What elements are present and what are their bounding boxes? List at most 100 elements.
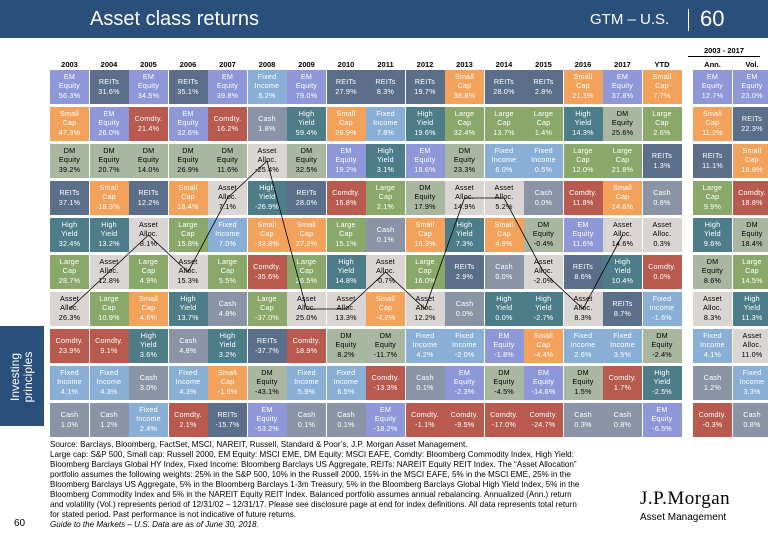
return-cell: Fixed Income 0.5%: [524, 144, 563, 178]
asset-class-label: Large: [138, 257, 159, 267]
return-cell: High Yield 3.2%: [208, 329, 247, 363]
return-cell: Large Cap 2.1%: [366, 181, 405, 215]
return-value: 8.1%: [139, 239, 158, 249]
return-cell: Fixed Income 4.3%: [168, 366, 208, 400]
asset-class-label: Large: [375, 183, 396, 193]
section-tab: Investing principles: [0, 326, 44, 426]
asset-class-label: Fixed: [455, 331, 474, 341]
asset-class-label: Large: [454, 109, 475, 119]
return-cell: Fixed Income -2.0%: [445, 329, 484, 363]
asset-class-label: Cash: [495, 261, 513, 271]
asset-class-label: High: [338, 257, 354, 267]
return-value: 1.2%: [703, 383, 722, 392]
return-value: 12.8%: [98, 276, 120, 286]
return-cell: Comdty. -0.3%: [693, 403, 732, 437]
asset-class-label: Equity: [295, 80, 318, 90]
asset-class-label: Asset: [99, 257, 119, 267]
asset-class-label: Cash: [218, 298, 237, 308]
return-cell: Fixed Income 6.0%: [484, 144, 524, 178]
return-value: 26.0%: [98, 128, 120, 138]
asset-class-label: Income: [412, 339, 438, 349]
return-value: 38.8%: [453, 91, 476, 101]
asset-class-label: Cap: [497, 228, 511, 238]
return-value: 0.0%: [455, 309, 474, 318]
asset-class-label: EM: [221, 72, 234, 82]
asset-class-label: DM: [706, 257, 719, 267]
asset-class-label: REITs: [741, 113, 763, 123]
return-value: 32.6%: [177, 128, 199, 138]
asset-class-label: High: [259, 183, 275, 193]
return-value: 18.4%: [741, 239, 763, 249]
asset-class-label: REITs: [414, 76, 436, 86]
asset-class-label: Comdty.: [134, 113, 163, 123]
asset-class-label: Equity: [493, 376, 515, 386]
return-value: -4.2%: [375, 313, 396, 323]
return-value: 4.1%: [60, 387, 79, 397]
return-cell: Small Cap -1.6%: [208, 366, 247, 400]
asset-class-label: Yield: [377, 154, 394, 164]
asset-class-label: Fixed: [742, 368, 762, 378]
asset-class-label: High: [456, 220, 473, 230]
source-footnote: Source: Barclays, Bloomberg, FactSet, MS…: [50, 440, 690, 530]
asset-class-label: DM: [616, 109, 629, 119]
asset-class-label: Equity: [177, 154, 199, 164]
column-header: 2005: [140, 60, 157, 69]
return-value: 15.3%: [177, 276, 199, 286]
return-cell: High Yield 3.6%: [129, 329, 168, 363]
asset-class-label: Cap: [339, 228, 353, 238]
return-cell: DM Equity 18.4%: [732, 218, 768, 252]
column-header: 2015: [535, 60, 552, 69]
return-value: 26.5%: [295, 276, 318, 286]
asset-class-label: Cash: [337, 409, 355, 419]
footnote-line: Large cap: S&P 500, Small cap: Russell 2…: [50, 450, 574, 459]
asset-class-label: Large: [217, 257, 238, 267]
asset-class-label: EM: [340, 146, 352, 156]
footnote-line: Guide to the Markets – U.S. Data are as …: [50, 520, 259, 529]
return-value: -6.5%: [652, 424, 672, 434]
return-cell: DM Equity 11.6%: [208, 144, 247, 178]
asset-class-label: REITs: [493, 76, 515, 86]
asset-class-label: Equity: [453, 376, 476, 386]
asset-class-label: Comdty.: [411, 409, 439, 419]
asset-class-label: Alloc.: [455, 191, 474, 201]
asset-class-label: Cap: [457, 80, 472, 90]
return-cell: Small Cap 18.3%: [89, 181, 129, 215]
return-value: 10.9%: [98, 313, 120, 323]
asset-class-label: Asset: [742, 331, 762, 341]
return-cell: EM Equity 12.7%: [693, 70, 732, 104]
asset-class-label: Comdty.: [529, 409, 558, 419]
return-value: 35.1%: [177, 87, 199, 96]
asset-class-label: Income: [254, 80, 280, 90]
asset-class-label: High: [298, 109, 315, 119]
asset-class-label: Comdty.: [55, 335, 84, 345]
asset-class-label: Income: [333, 376, 359, 386]
asset-class-label: Large: [257, 294, 277, 304]
asset-class-label: Fixed: [139, 405, 158, 415]
asset-class-label: Income: [373, 117, 398, 127]
asset-class-label: Comdty.: [450, 409, 479, 419]
asset-class-label: Cap: [260, 302, 274, 312]
asset-class-label: Asset: [297, 294, 316, 304]
return-value: 1.4%: [534, 128, 553, 138]
return-value: 23.9%: [58, 346, 81, 355]
return-value: 3.5%: [613, 350, 632, 360]
header-divider: [688, 9, 689, 31]
return-value: 3.6%: [139, 350, 158, 360]
asset-class-label: Fixed: [99, 368, 119, 378]
return-cell: High Yield 13.2%: [89, 218, 129, 252]
return-value: 0.1%: [337, 420, 355, 429]
return-cell: REITs 27.9%: [326, 70, 366, 104]
asset-class-label: Cash: [534, 187, 553, 197]
asset-class-label: DM: [498, 368, 510, 378]
return-value: 9.9%: [703, 202, 722, 212]
asset-class-label: Equity: [256, 413, 278, 423]
return-cell: DM Equity -4.5%: [484, 366, 524, 400]
return-cell: Fixed Income 4.3%: [89, 366, 129, 400]
return-value: -1.6%: [217, 387, 238, 397]
return-value: 27.9%: [335, 87, 357, 96]
footnote-line: and volatility (Vol.) represents period …: [50, 500, 577, 509]
return-value: 26.9%: [335, 128, 357, 138]
asset-class-label: Yield: [704, 228, 721, 238]
return-cell: High Yield 3.1%: [366, 144, 405, 178]
return-cell: Asset Alloc. 12.8%: [89, 255, 129, 289]
